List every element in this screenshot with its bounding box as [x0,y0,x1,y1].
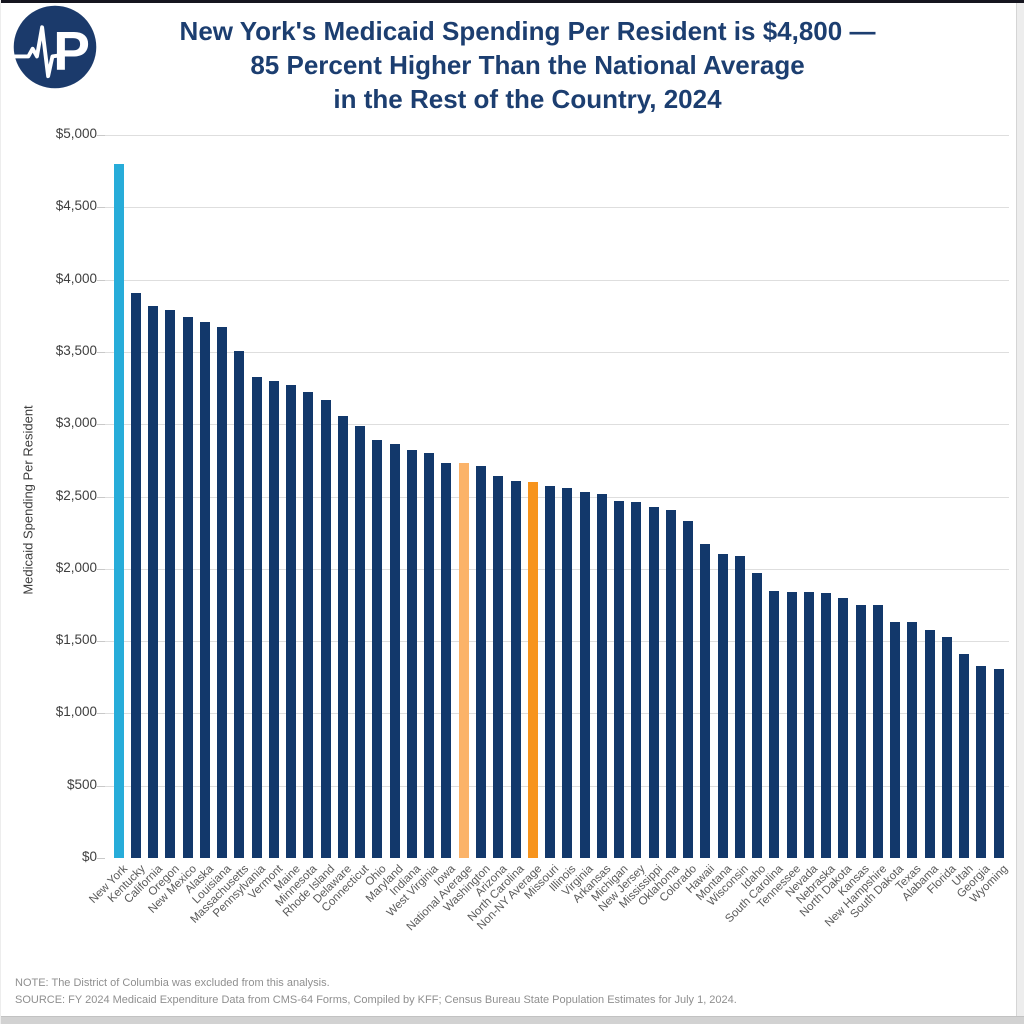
bar-nevada [803,591,814,858]
bar-national-average [458,463,469,858]
logo-letter-p: P [53,20,90,82]
source-text: SOURCE: FY 2024 Medicaid Expenditure Dat… [15,994,737,1006]
bar-connecticut [355,425,366,858]
bar-massachusetts [234,350,245,858]
gridline-3000 [105,424,1009,426]
bar-virginia [579,492,590,858]
y-tick-mark-1000 [97,713,105,715]
bar-iowa [441,463,452,858]
bar-minnesota [303,392,314,858]
bar-hawaii [700,544,711,858]
gridline-4000 [105,279,1009,281]
bar-kentucky [130,292,141,858]
gridline-5000 [105,135,1009,136]
bar-florida [941,636,952,858]
gridline-2500 [105,496,1009,498]
bar-washington [475,466,486,858]
bar-illinois [562,487,573,858]
bar-oregon [165,310,176,858]
y-tick-label-5000: $5,000 [55,126,97,141]
y-tick-mark-4500 [97,207,105,209]
y-tick-label-3000: $3,000 [55,415,97,431]
gridline-500 [105,785,1009,787]
bar-indiana [406,450,417,858]
bar-vermont [268,380,279,858]
bar-pennsylvania [251,376,262,858]
bar-non-ny-average [527,482,538,858]
chart-title: New York's Medicaid Spending Per Residen… [71,14,984,116]
bar-maryland [389,444,400,858]
gridline-2000 [105,568,1009,570]
bar-new-mexico [182,317,193,858]
y-tick-mark-2500 [97,496,105,498]
bar-new-hampshire [872,605,883,859]
bar-oklahoma [665,509,676,858]
heartbeat-pulse-icon [12,25,66,79]
bar-south-dakota [890,622,900,858]
y-tick-label-500: $500 [66,776,97,792]
y-tick-mark-4000 [97,279,105,281]
y-tick-label-1500: $1,500 [55,632,97,648]
logo-circle [13,5,97,89]
bar-tennessee [786,591,797,858]
y-tick-label-1000: $1,000 [55,704,97,720]
gridline-1500 [105,641,1009,643]
bar-alaska [199,321,210,858]
y-tick-mark-3000 [97,424,105,426]
footnotes: NOTE: The District of Columbia was exclu… [15,975,737,1009]
bar-ohio [372,440,383,858]
bar-utah [959,654,969,858]
chart-title-line-3: in the Rest of the Country, 2024 [333,84,722,114]
bar-delaware [337,415,348,858]
gridline-1000 [105,713,1009,715]
bar-california [148,305,159,858]
chart-title-line-2: 85 Percent Higher Than the National Aver… [250,50,805,80]
paragon-logo: P [12,5,97,89]
bar-texas [907,622,918,858]
window-bottom-border [1,1016,1024,1024]
y-tick-mark-0 [97,858,105,859]
bar-maine [286,385,297,858]
y-tick-label-3500: $3,500 [55,342,97,358]
bar-new-jersey [631,502,642,858]
y-tick-mark-2000 [97,568,105,570]
bar-new-york [113,163,124,858]
bar-colorado [683,521,693,858]
y-tick-mark-500 [97,785,105,787]
bar-rhode-island [320,399,331,858]
bar-north-dakota [838,597,849,858]
bar-south-carolina [769,590,780,858]
bar-north-carolina [510,480,521,858]
gridline-4500 [105,207,1009,209]
y-tick-mark-3500 [97,351,105,353]
bar-louisiana [217,327,228,858]
bar-mississippi [648,506,659,858]
y-tick-label-4000: $4,000 [55,270,97,286]
y-tick-label-2500: $2,500 [55,487,97,503]
y-tick-label-0: $0 [81,849,97,864]
bar-wisconsin [734,555,745,858]
y-tick-label-2000: $2,000 [55,559,97,575]
bar-nebraska [821,593,831,858]
bar-idaho [752,573,762,858]
gridline-3500 [105,351,1009,353]
bar-alabama [924,629,935,858]
bar-michigan [614,500,624,858]
chart-title-line-1: New York's Medicaid Spending Per Residen… [179,16,876,46]
note-text: NOTE: The District of Columbia was exclu… [15,977,330,989]
y-tick-mark-5000 [97,135,105,136]
window-top-border [1,0,1024,3]
scrollbar-track [1016,3,1024,1016]
bar-georgia [976,665,987,858]
y-tick-label-4500: $4,500 [55,198,97,214]
bar-arizona [493,476,504,858]
y-tick-mark-1500 [97,641,105,643]
bar-missouri [545,486,555,858]
bar-wyoming [993,668,1004,858]
bar-kansas [855,605,866,859]
bar-montana [717,554,728,858]
bar-arkansas [596,493,607,858]
bar-west-virginia [424,453,435,858]
